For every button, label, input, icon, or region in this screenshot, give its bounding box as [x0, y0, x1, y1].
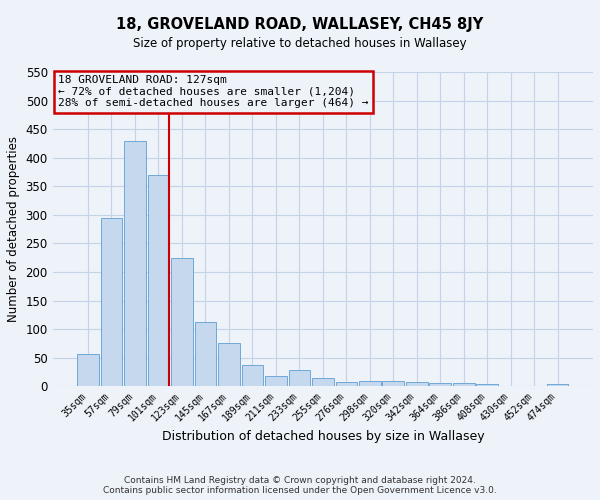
Bar: [171, 258, 193, 386]
Bar: [242, 364, 263, 386]
Bar: [335, 382, 357, 386]
Bar: [382, 380, 404, 386]
Bar: [430, 384, 451, 386]
Bar: [148, 175, 169, 386]
Bar: [101, 218, 122, 386]
Text: 18 GROVELAND ROAD: 127sqm
← 72% of detached houses are smaller (1,204)
28% of se: 18 GROVELAND ROAD: 127sqm ← 72% of detac…: [58, 75, 368, 108]
Bar: [265, 376, 287, 386]
Bar: [218, 344, 239, 386]
Text: Contains public sector information licensed under the Open Government Licence v3: Contains public sector information licen…: [103, 486, 497, 495]
X-axis label: Distribution of detached houses by size in Wallasey: Distribution of detached houses by size …: [161, 430, 484, 443]
Bar: [194, 322, 216, 386]
Text: Contains HM Land Registry data © Crown copyright and database right 2024.: Contains HM Land Registry data © Crown c…: [124, 476, 476, 485]
Text: Size of property relative to detached houses in Wallasey: Size of property relative to detached ho…: [133, 38, 467, 51]
Bar: [406, 382, 428, 386]
Bar: [476, 384, 498, 386]
Bar: [547, 384, 568, 386]
Text: 18, GROVELAND ROAD, WALLASEY, CH45 8JY: 18, GROVELAND ROAD, WALLASEY, CH45 8JY: [116, 18, 484, 32]
Bar: [312, 378, 334, 386]
Y-axis label: Number of detached properties: Number of detached properties: [7, 136, 20, 322]
Bar: [453, 384, 475, 386]
Bar: [359, 380, 380, 386]
Bar: [77, 354, 99, 386]
Bar: [124, 140, 146, 386]
Bar: [289, 370, 310, 386]
